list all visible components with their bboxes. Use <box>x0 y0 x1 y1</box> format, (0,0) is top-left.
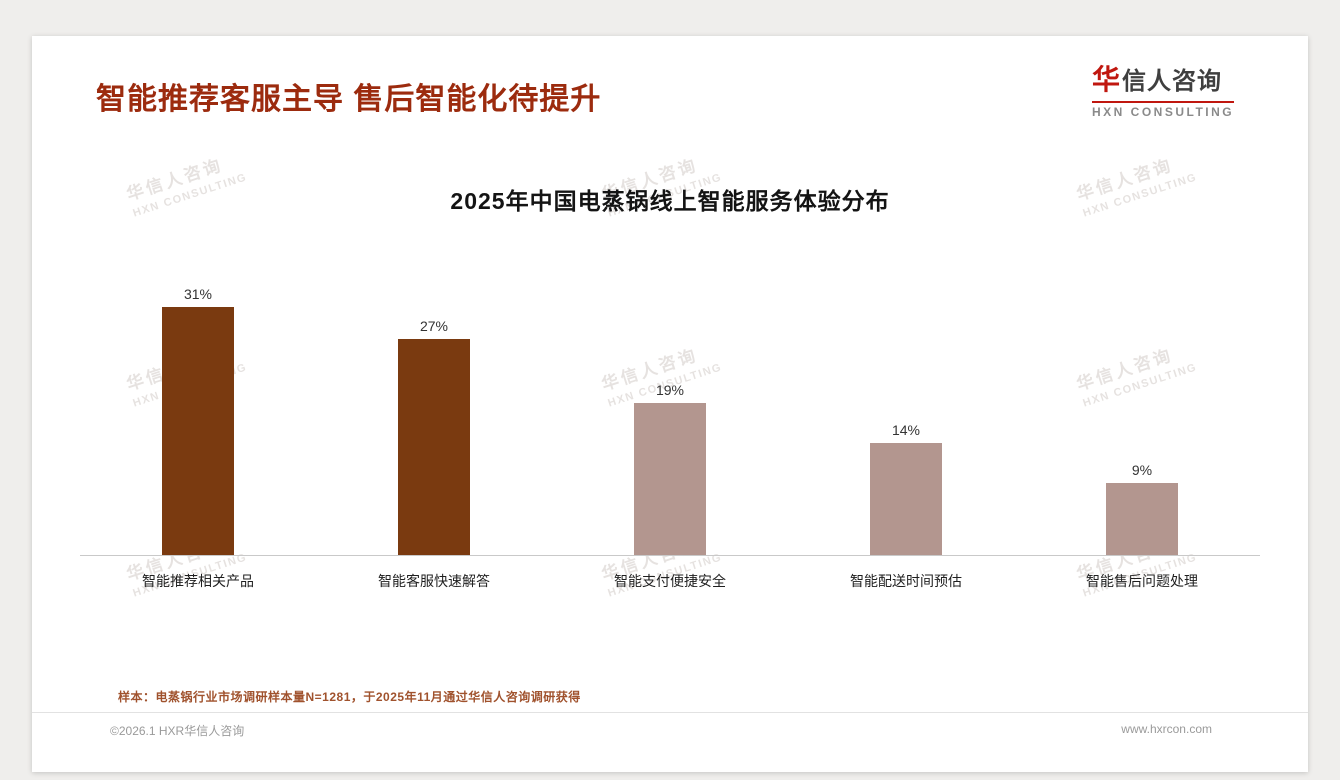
bar-column: 14% <box>788 266 1024 555</box>
bar-chart-categories: 智能推荐相关产品 智能客服快速解答 智能支付便捷安全 智能配送时间预估 智能售后问题处理 <box>80 557 1260 591</box>
footer-website: www.hxrcon.com <box>1121 722 1212 736</box>
chart-title: 2025年中国电蒸锅线上智能服务体验分布 <box>450 188 890 214</box>
logo-mark-icon: 华 <box>1092 64 1121 95</box>
logo-name: 信人咨询 <box>1122 68 1223 95</box>
bar-column: 9% <box>1024 266 1260 555</box>
bar-category-label: 智能支付便捷安全 <box>614 573 726 589</box>
bar-category-label: 智能推荐相关产品 <box>142 573 254 589</box>
bar-category-label: 智能售后问题处理 <box>1086 573 1198 589</box>
bar-value-label: 19% <box>655 382 685 398</box>
logo-subtitle: HXN CONSULTING <box>1092 105 1235 119</box>
bar-value-label: 14% <box>891 422 921 438</box>
bar-value-label: 27% <box>419 318 449 334</box>
bar-column: 27% <box>316 266 552 555</box>
bar-chart-plot: 31% 27% 19% 14% 9% <box>80 266 1260 556</box>
slide-card: 华信人咨询 HXN CONSULTING 华信人咨询 HXN CONSULTING 华信… <box>32 36 1308 772</box>
sample-footnote: 样本：电蒸锅行业市场调研样本量N=1281，于2025年11月通过华信人咨询调研… <box>118 690 581 704</box>
bar-value-label: 31% <box>183 286 213 302</box>
bar <box>1106 483 1178 555</box>
bar <box>162 307 234 555</box>
bar <box>634 403 706 555</box>
logo-wordmark: 华 信人咨询 <box>1092 58 1242 98</box>
bar-category-label: 智能配送时间预估 <box>850 573 962 589</box>
bar-value-label: 9% <box>1131 462 1153 478</box>
bar <box>398 339 470 555</box>
page-title: 智能推荐客服主导 售后智能化待提升 <box>96 83 602 116</box>
footer-copyright: ©2026.1 HXR华信人咨询 <box>110 724 245 738</box>
slide-content: 智能推荐客服主导 售后智能化待提升 华 信人咨询 HXN CONSULTING … <box>32 36 1308 772</box>
company-logo: 华 信人咨询 HXN CONSULTING <box>1092 58 1242 119</box>
bar <box>870 443 942 555</box>
footer-divider <box>32 712 1308 713</box>
logo-divider <box>1092 101 1234 103</box>
bar-column: 31% <box>80 266 316 555</box>
bar-category-label: 智能客服快速解答 <box>378 573 490 589</box>
bar-column: 19% <box>552 266 788 555</box>
